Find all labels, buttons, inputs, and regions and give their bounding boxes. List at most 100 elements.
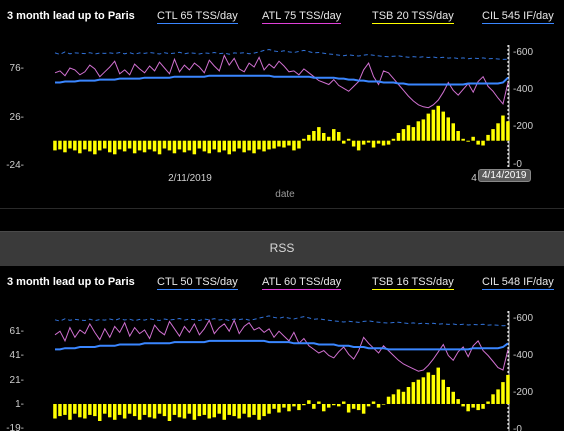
tsb-bar [197, 140, 202, 149]
left-tick-label: -24- [6, 160, 24, 171]
right-tick-label: -400 [513, 350, 533, 361]
left-tick-label: 1- [15, 399, 24, 410]
x-axis-label: date [275, 189, 295, 200]
legend-cil[interactable]: CIL 545 IF/day [482, 10, 554, 24]
tsb-bar [486, 134, 490, 141]
tsb-bar [302, 404, 306, 406]
tsb-bar [58, 404, 62, 417]
right-tick-label: -0 [513, 159, 522, 170]
tsb-bar [366, 404, 371, 407]
tsb-bar [252, 404, 256, 415]
tsb-bar [451, 391, 455, 404]
tsb-bar [222, 140, 226, 151]
left-tick-label: 21- [10, 375, 24, 386]
chart-title: 3 month lead up to Paris [7, 276, 135, 288]
tsb-bar [247, 404, 251, 418]
ctl-line [55, 74, 509, 86]
tsb-bar [78, 404, 82, 418]
legend-atl[interactable]: ATL 60 TSS/day [262, 276, 342, 290]
tsb-bar [63, 404, 67, 415]
tsb-bar [391, 138, 396, 141]
left-tick-label: 76- [10, 63, 24, 74]
tsb-bar [282, 140, 286, 148]
tsb-bar [58, 140, 62, 150]
tsb-bar [506, 121, 510, 141]
right-tick-label: -200 [513, 387, 533, 398]
section-header-label: RSS [269, 241, 295, 255]
tsb-bar [172, 404, 177, 415]
tsb-bar [312, 131, 316, 141]
tsb-bar [496, 389, 500, 404]
tsb-bar [466, 140, 470, 142]
tsb-bar [446, 387, 450, 404]
tsb-bar [356, 404, 361, 411]
tsb-bar [187, 140, 192, 151]
chart-panel-rss: 3 month lead up to Paris CTL 50 TSS/day … [0, 266, 564, 431]
tsb-bar [217, 140, 221, 153]
legend-ctl[interactable]: CTL 65 TSS/day [157, 10, 238, 24]
tsb-bar [262, 404, 266, 417]
tsb-bar [192, 404, 197, 420]
tsb-bar [292, 140, 296, 151]
tsb-bar [192, 140, 197, 155]
tsb-bar [287, 140, 291, 146]
tsb-bar [277, 140, 281, 147]
tsb-bar [421, 377, 426, 404]
tsb-bar [436, 367, 440, 404]
x-tick-label-cut: 4 [471, 173, 477, 184]
tsb-bar [506, 374, 510, 404]
tsb-bar [481, 404, 485, 409]
cursor-date-label: 4/14/2019 [478, 169, 531, 182]
tsb-bar [122, 140, 127, 152]
tsb-bar [177, 404, 182, 418]
tsb-bar [292, 404, 296, 407]
tsb-bar [212, 404, 216, 418]
tsb-bar [411, 382, 416, 404]
tsb-bar [322, 404, 326, 412]
tsb-bar [307, 400, 311, 404]
tsb-bar [481, 140, 485, 146]
tsb-bar [68, 140, 72, 149]
tsb-bar [476, 404, 480, 411]
left-tick-label: -19- [6, 423, 24, 431]
tsb-bar [317, 401, 321, 404]
tsb-bar [491, 129, 495, 141]
left-tick-label: 41- [10, 350, 24, 361]
tsb-bar [376, 404, 381, 408]
legend-atl[interactable]: ATL 75 TSS/day [262, 10, 342, 24]
tsb-bar [426, 372, 431, 404]
tsb-bar [113, 140, 117, 155]
tsb-bar [142, 140, 147, 153]
tsb-bar [68, 404, 72, 420]
section-header-rss[interactable]: RSS [0, 231, 564, 267]
tsb-bar [351, 140, 356, 147]
tsb-bar [371, 140, 376, 148]
tsb-bar [411, 127, 416, 141]
tsb-bar [127, 140, 132, 149]
tsb-bar [491, 394, 495, 404]
tsb-bar [302, 138, 306, 141]
tsb-bar [197, 404, 202, 417]
legend-ctl[interactable]: CTL 50 TSS/day [157, 276, 238, 290]
tsb-bar [327, 136, 331, 141]
legend-tsb[interactable]: TSB 20 TSS/day [372, 10, 454, 24]
chart-plot-area[interactable]: 76- 26- -24- -600 -400 -200 -0 2/11/2019… [0, 0, 564, 208]
tsb-bar [441, 379, 445, 404]
tsb-bar [272, 404, 276, 409]
tsb-bar [147, 140, 152, 150]
tsb-bar [381, 404, 386, 405]
tsb-bar [147, 404, 152, 418]
tsb-bar [257, 140, 261, 150]
tsb-bar [98, 140, 102, 151]
tsb-bar [182, 404, 187, 419]
legend-tsb[interactable]: TSB 16 TSS/day [372, 276, 454, 290]
legend-cil[interactable]: CIL 548 IF/day [482, 276, 554, 290]
chart-plot-area[interactable]: 61- 41- 21- 1- -19- -600 -400 -200 -0 [0, 266, 564, 431]
tsb-bar [73, 404, 77, 414]
right-tick-label: -200 [513, 121, 533, 132]
tsb-bar [267, 404, 271, 414]
tsb-bar [416, 121, 421, 141]
tsb-bar [277, 404, 281, 413]
tsb-bar [113, 404, 117, 420]
tsb-bar [431, 109, 436, 141]
